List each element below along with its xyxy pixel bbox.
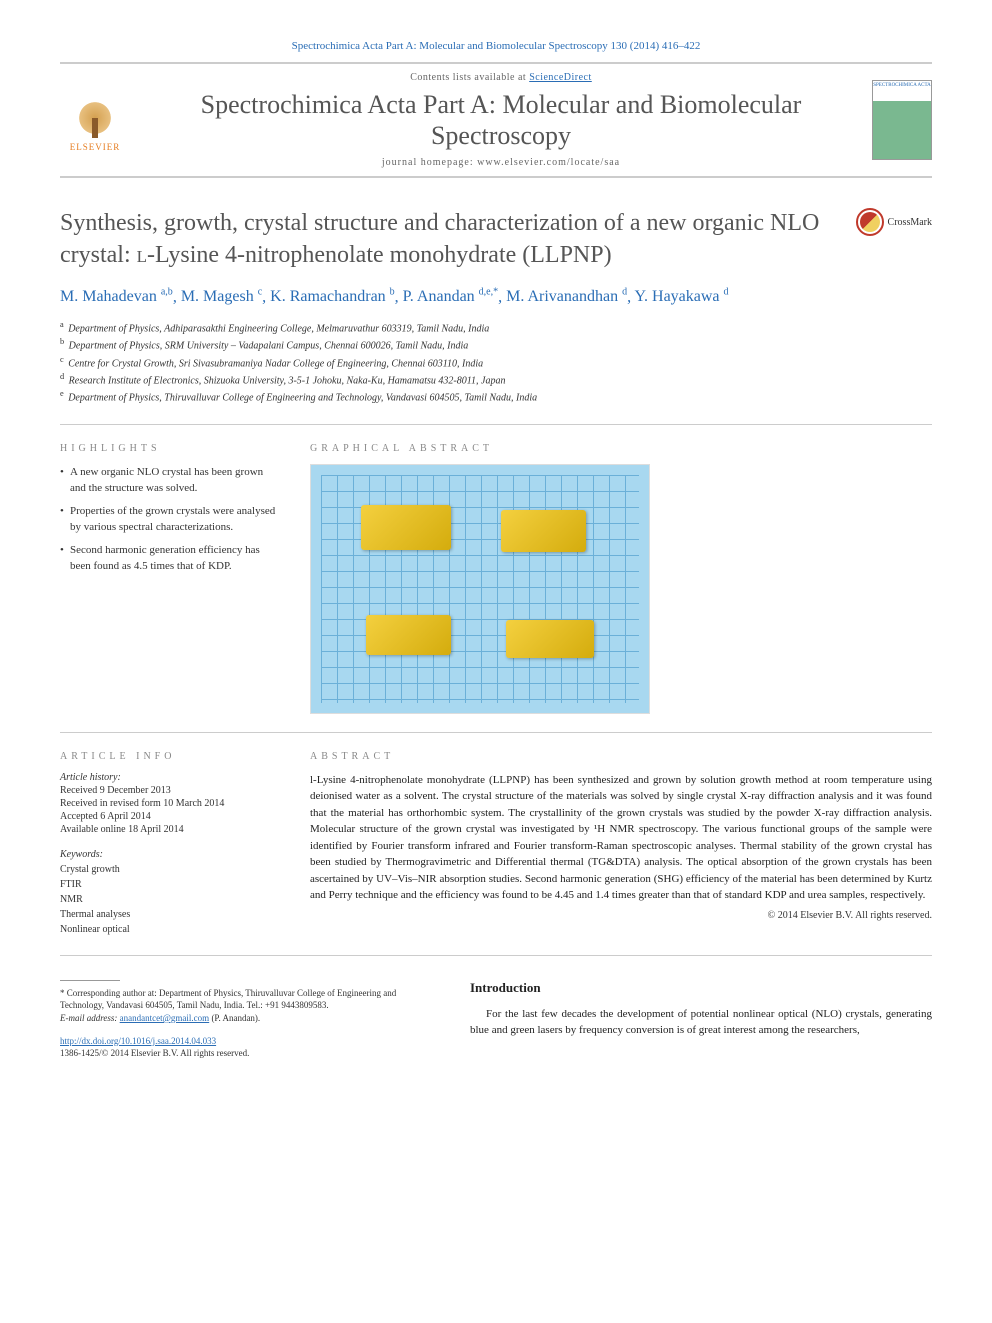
crystal-sample [366, 615, 451, 655]
homepage-line: journal homepage: www.elsevier.com/locat… [150, 157, 852, 168]
author-aff: c [258, 287, 262, 298]
author: K. Ramachandran b [270, 288, 395, 305]
email-footnote: E-mail address: anandantcet@gmail.com (P… [60, 1012, 440, 1025]
title-part-b: l [137, 242, 147, 268]
elsevier-tree-icon [70, 88, 120, 138]
keyword: FTIR [60, 877, 280, 892]
crystal-sample [361, 505, 451, 550]
affiliation: b Department of Physics, SRM University … [60, 336, 932, 353]
journal-cover-thumb: SPECTROCHIMICA ACTA [872, 80, 932, 160]
footnote-separator [60, 980, 120, 981]
author: Y. Hayakawa d [635, 288, 729, 305]
masthead: ELSEVIER Contents lists available at Sci… [60, 62, 932, 178]
elsevier-logo: ELSEVIER [60, 80, 130, 160]
author: M. Arivanandhan d [506, 288, 627, 305]
keyword: Thermal analyses [60, 907, 280, 922]
author-aff: d,e,* [479, 287, 498, 298]
graphical-abstract-label: GRAPHICAL ABSTRACT [310, 443, 932, 454]
divider [60, 955, 932, 956]
contents-prefix: Contents lists available at [410, 72, 529, 83]
affiliation: c Centre for Crystal Growth, Sri Sivasub… [60, 354, 932, 371]
online-date: Available online 18 April 2014 [60, 824, 280, 835]
keywords-list: Crystal growthFTIRNMRThermal analysesNon… [60, 862, 280, 937]
highlight-item: Second harmonic generation efficiency ha… [60, 542, 280, 575]
article-info-label: ARTICLE INFO [60, 751, 280, 762]
authors-list: M. Mahadevan a,b, M. Magesh c, K. Ramach… [60, 285, 932, 309]
corr-email-link[interactable]: anandantcet@gmail.com [120, 1013, 210, 1023]
email-who: (P. Anandan). [209, 1013, 260, 1023]
affiliation: e Department of Physics, Thiruvalluvar C… [60, 388, 932, 405]
issn-copyright: 1386-1425/© 2014 Elsevier B.V. All right… [60, 1048, 249, 1058]
affiliation: d Research Institute of Electronics, Shi… [60, 371, 932, 388]
received-date: Received 9 December 2013 [60, 785, 280, 796]
homepage-url[interactable]: www.elsevier.com/locate/saa [477, 157, 620, 168]
divider [60, 424, 932, 425]
corr-text: Corresponding author at: Department of P… [60, 988, 396, 1011]
highlights-list: A new organic NLO crystal has been grown… [60, 464, 280, 575]
sciencedirect-link[interactable]: ScienceDirect [529, 72, 592, 83]
homepage-prefix: journal homepage: [382, 157, 477, 168]
highlights-label: HIGHLIGHTS [60, 443, 280, 454]
introduction-text: For the last few decades the development… [470, 1006, 932, 1039]
affiliations-list: a Department of Physics, Adhiparasakthi … [60, 319, 932, 406]
author-aff: d [724, 287, 729, 298]
keyword: Nonlinear optical [60, 922, 280, 937]
title-part-c: -Lysine 4-nitrophenolate monohydrate (LL… [147, 242, 612, 268]
keyword: NMR [60, 892, 280, 907]
author: M. Magesh c [181, 288, 262, 305]
article-title: Synthesis, growth, crystal structure and… [60, 208, 932, 270]
revised-date: Received in revised form 10 March 2014 [60, 798, 280, 809]
doi-link[interactable]: http://dx.doi.org/10.1016/j.saa.2014.04.… [60, 1036, 216, 1046]
abstract-copyright: © 2014 Elsevier B.V. All rights reserved… [310, 910, 932, 921]
author-aff: a,b [161, 287, 173, 298]
email-label: E-mail address: [60, 1013, 120, 1023]
graphical-abstract-figure [310, 464, 650, 714]
crystal-sample [501, 510, 586, 552]
keywords-label: Keywords: [60, 849, 280, 860]
cover-thumb-label: SPECTROCHIMICA ACTA [873, 81, 931, 101]
abstract-label: ABSTRACT [310, 751, 932, 762]
keyword: Crystal growth [60, 862, 280, 877]
author: P. Anandan d,e,* [403, 288, 498, 305]
journal-name: Spectrochimica Acta Part A: Molecular an… [150, 89, 852, 151]
crystal-sample [506, 620, 594, 658]
crossmark-badge[interactable]: CrossMark [856, 208, 932, 236]
contents-line: Contents lists available at ScienceDirec… [150, 72, 852, 83]
divider [60, 732, 932, 733]
crossmark-icon [856, 208, 884, 236]
citation-bar: Spectrochimica Acta Part A: Molecular an… [60, 40, 932, 52]
highlight-item: Properties of the grown crystals were an… [60, 503, 280, 536]
crossmark-text: CrossMark [888, 217, 932, 228]
author: M. Mahadevan a,b [60, 288, 173, 305]
publisher-name: ELSEVIER [70, 142, 121, 152]
introduction-heading: Introduction [470, 980, 932, 996]
affiliation: a Department of Physics, Adhiparasakthi … [60, 319, 932, 336]
corresponding-author-footnote: * Corresponding author at: Department of… [60, 987, 440, 1012]
author-aff: b [390, 287, 395, 298]
highlight-item: A new organic NLO crystal has been grown… [60, 464, 280, 497]
cover-thumb-body [873, 101, 931, 159]
history-label: Article history: [60, 772, 280, 783]
accepted-date: Accepted 6 April 2014 [60, 811, 280, 822]
author-aff: d [622, 287, 627, 298]
abstract-text: l-Lysine 4-nitrophenolate monohydrate (L… [310, 772, 932, 904]
